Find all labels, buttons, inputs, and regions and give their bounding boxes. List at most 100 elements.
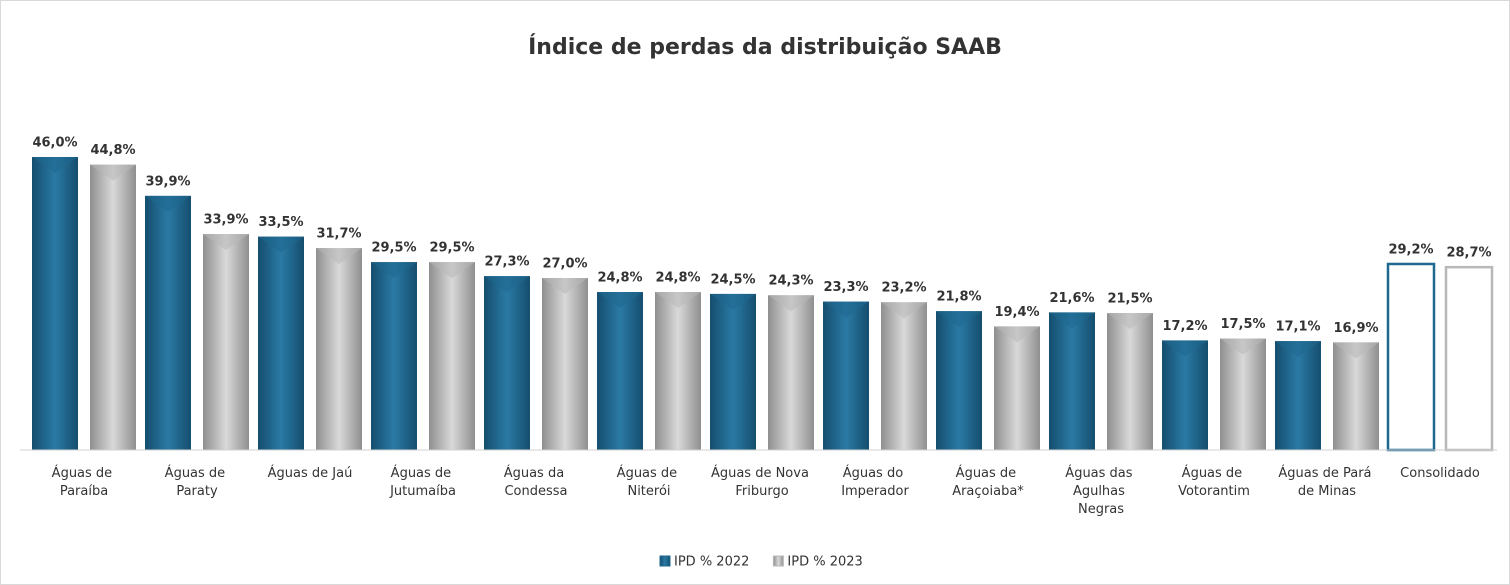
chart-title: Índice de perdas da distribuição SAAB <box>528 34 1002 60</box>
bar <box>994 326 1040 450</box>
bar <box>710 293 756 450</box>
bar-bevel <box>1107 313 1153 330</box>
x-tick-label-line: Friburgo <box>735 484 788 499</box>
legend-label: IPD % 2023 <box>787 555 862 570</box>
x-tick-label-line: Águas de <box>956 465 1021 481</box>
data-label: 29,2% <box>1388 242 1433 257</box>
bar <box>768 295 814 450</box>
legend-label: IPD % 2022 <box>674 555 749 570</box>
data-label: 29,5% <box>429 241 474 256</box>
data-label: 21,6% <box>1049 291 1094 306</box>
x-tick-label-line: Águas da <box>504 465 569 481</box>
x-tick-label: Consolidado <box>1400 466 1480 481</box>
data-label: 29,5% <box>371 241 416 256</box>
x-tick-label: Águas de Niterói <box>617 465 682 499</box>
x-tick-label-line: Águas de <box>52 465 117 481</box>
bar-bevel <box>1049 312 1095 329</box>
bar <box>1275 341 1321 450</box>
x-tick-label: Águas de Nova Friburgo <box>711 465 813 499</box>
bar-bevel <box>768 295 814 312</box>
bar-bevel <box>145 195 191 212</box>
data-label: 24,8% <box>597 271 642 286</box>
bar-bevel <box>32 156 78 173</box>
x-tick-label: Águas de Pará de Minas <box>1278 465 1375 499</box>
x-tick-label-line: Paraty <box>176 484 218 499</box>
x-tick-label-line: Águas de <box>1182 465 1247 481</box>
bar <box>90 164 136 450</box>
x-tick-label-line: Condessa <box>504 484 567 499</box>
data-label: 39,9% <box>145 174 190 189</box>
x-tick-label: Águas de Votorantim <box>1178 465 1250 499</box>
bar <box>936 311 982 450</box>
data-label: 24,8% <box>655 271 700 286</box>
x-tick-label: Águas de Araçoiaba* <box>952 465 1024 499</box>
data-label: 28,7% <box>1446 246 1491 261</box>
x-tick-label: Águas das Agulhas Negras <box>1065 465 1136 517</box>
legend-swatch <box>772 555 784 567</box>
bar-bevel <box>542 278 588 295</box>
bar-bevel <box>429 262 475 279</box>
bar <box>316 248 362 450</box>
x-tick-label: Águas de Jaú <box>268 465 353 481</box>
x-tick-label-line: Imperador <box>841 484 909 499</box>
x-tick-label-line: Águas de Nova <box>711 465 813 481</box>
x-tick-label-line: Águas de Jaú <box>268 465 353 481</box>
bar <box>542 278 588 450</box>
x-tick-label-line: Águas de <box>617 465 682 481</box>
bar-bevel <box>90 164 136 181</box>
x-tick-label-line: Agulhas <box>1073 484 1129 499</box>
data-label: 46,0% <box>32 135 77 150</box>
data-label: 27,0% <box>542 257 587 272</box>
x-tick-label-line: Águas de Pará <box>1278 465 1375 481</box>
bar-bevel <box>823 301 869 318</box>
bar <box>881 302 927 450</box>
bar <box>1220 338 1266 450</box>
x-tick-label-line: Águas de <box>165 465 230 481</box>
data-label: 33,5% <box>258 215 303 230</box>
legend-swatch <box>659 555 671 567</box>
bar-bevel <box>710 293 756 310</box>
bar-bevel <box>655 292 701 309</box>
data-label: 17,2% <box>1162 319 1207 334</box>
bar <box>484 276 530 450</box>
bar <box>823 301 869 450</box>
x-tick-label: Águas do Imperador <box>841 465 909 499</box>
x-tick-label-line: Águas do <box>843 465 908 481</box>
data-label: 21,5% <box>1107 292 1152 307</box>
bar-bevel <box>994 326 1040 343</box>
x-tick-label-line: Paraíba <box>60 484 108 499</box>
bar <box>1162 340 1208 450</box>
x-tick-label-line: Niterói <box>627 484 670 499</box>
x-tick-label: Águas da Condessa <box>504 465 569 499</box>
bar <box>429 262 475 450</box>
data-label: 31,7% <box>316 227 361 242</box>
bar <box>1444 265 1494 452</box>
bar <box>371 262 417 450</box>
data-label: 23,3% <box>823 280 868 295</box>
x-tick-label: Águas de Jutumaíba <box>389 465 456 499</box>
bar <box>597 292 643 450</box>
data-label: 23,2% <box>881 281 926 296</box>
x-tick-label-line: Águas de <box>391 465 456 481</box>
x-tick-label-line: de Minas <box>1298 484 1356 499</box>
data-label: 33,9% <box>203 213 248 228</box>
bar-bevel <box>371 262 417 279</box>
x-tick-label-line: Araçoiaba* <box>952 484 1024 499</box>
bar <box>1049 312 1095 450</box>
bar <box>655 292 701 450</box>
x-tick-label: Águas de Paraíba <box>52 465 117 499</box>
x-tick-label-line: Jutumaíba <box>389 484 456 499</box>
data-label: 16,9% <box>1333 321 1378 336</box>
bar-bevel <box>203 234 249 251</box>
data-label: 17,1% <box>1275 320 1320 335</box>
bar-bevel <box>484 276 530 293</box>
bar-bevel <box>1162 340 1208 357</box>
data-label: 24,5% <box>710 272 755 287</box>
bar-bevel <box>1333 342 1379 359</box>
bar-bevel <box>258 236 304 253</box>
data-label: 44,8% <box>90 143 135 158</box>
bar-bevel <box>316 248 362 265</box>
bar-bevel <box>597 292 643 309</box>
